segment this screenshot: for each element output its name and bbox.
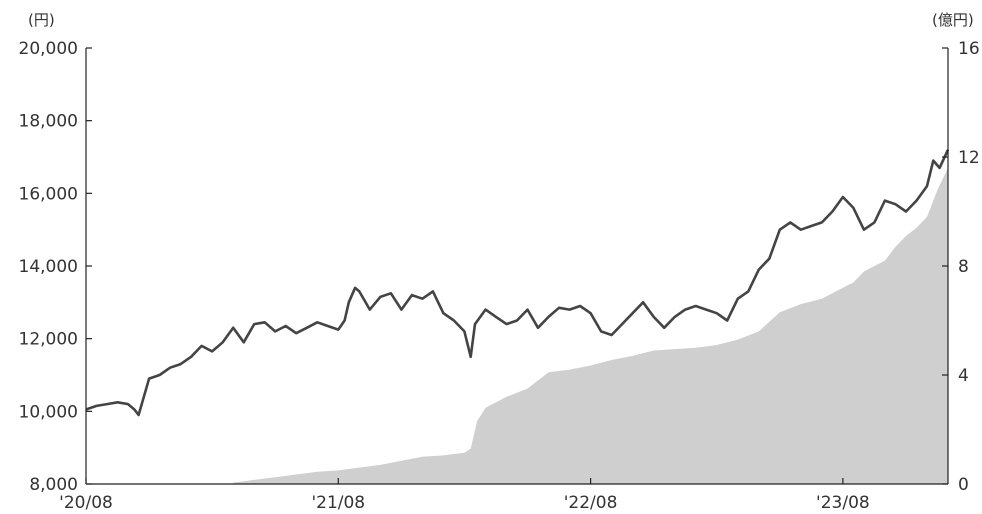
x-tick-label: '21/08	[311, 493, 365, 513]
left-tick-label: 20,000	[19, 39, 78, 59]
left-tick-label: 16,000	[19, 184, 78, 204]
left-tick-label: 8,000	[29, 475, 78, 495]
x-tick-label: '23/08	[816, 493, 870, 513]
x-tick-label: '20/08	[59, 493, 113, 513]
net-assets-area	[233, 167, 948, 484]
right-tick-label: 12	[958, 148, 980, 168]
right-tick-label: 8	[958, 257, 969, 277]
right-axis-unit: (億円)	[932, 11, 974, 29]
left-tick-label: 10,000	[19, 402, 78, 422]
price-line-layer	[85, 149, 950, 417]
net-assets-area-layer	[233, 167, 948, 484]
right-tick-label: 0	[958, 475, 969, 495]
left-tick-label: 14,000	[19, 257, 78, 277]
right-tick-label: 4	[958, 366, 969, 386]
left-tick-label: 12,000	[19, 330, 78, 350]
ticks: 8,000 10,000 12,000 14,000 16,000 18,000 20,00…	[19, 39, 980, 513]
right-tick-label: 16	[958, 39, 980, 59]
left-tick-label: 18,000	[19, 112, 78, 132]
x-tick-label: '22/08	[564, 493, 618, 513]
price-line	[85, 149, 950, 417]
left-axis-unit: (円)	[28, 11, 55, 29]
